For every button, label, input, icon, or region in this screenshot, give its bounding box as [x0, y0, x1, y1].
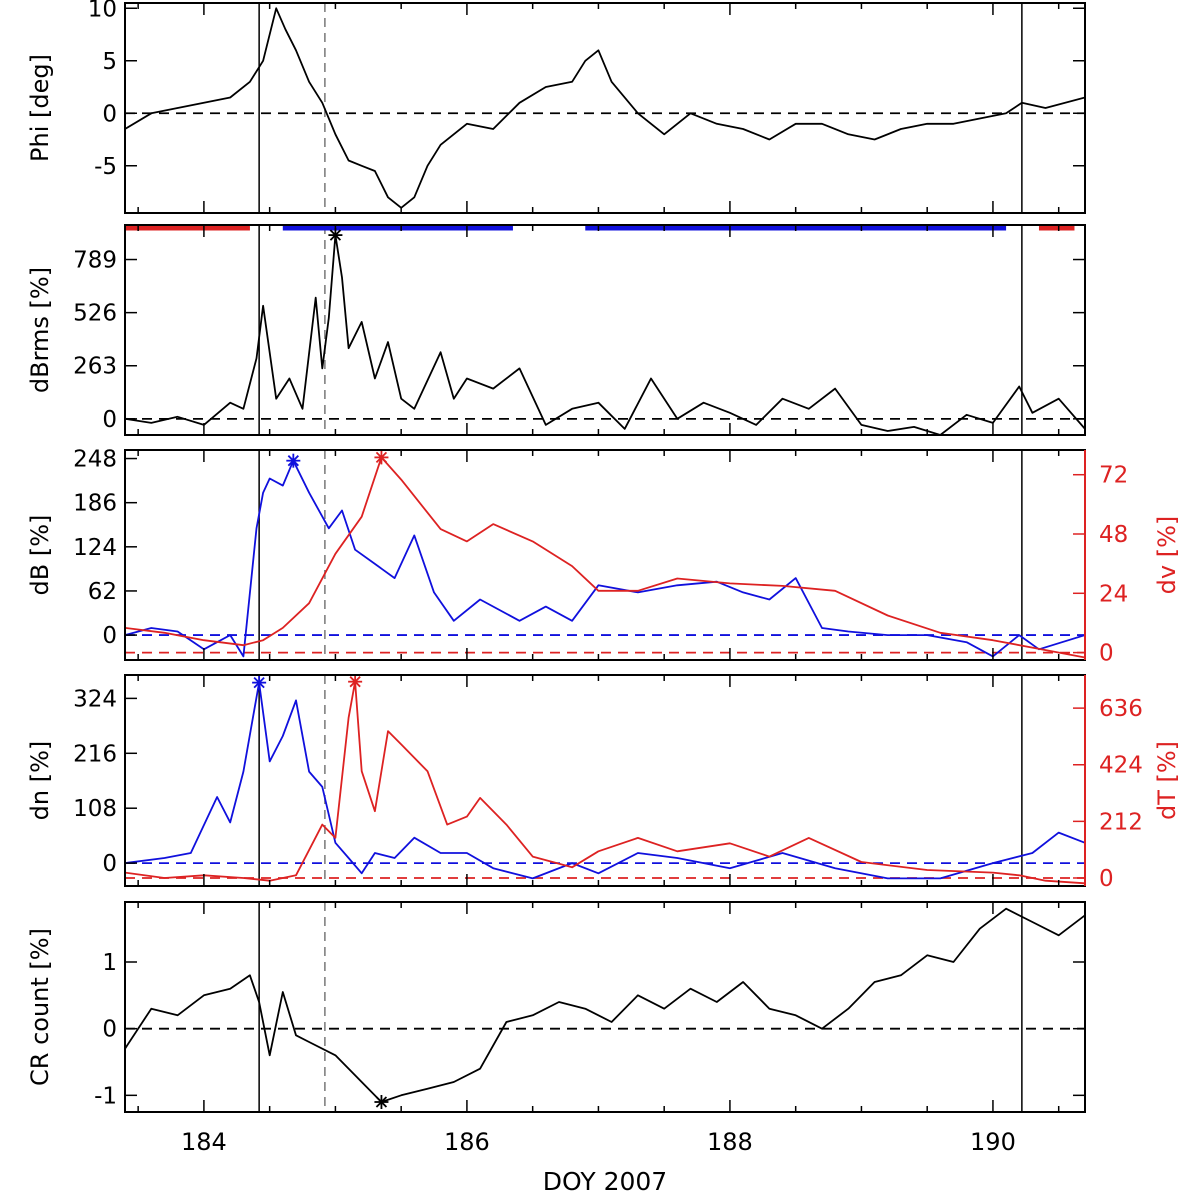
y-tick-label: -1	[94, 1083, 117, 1109]
y-right-tick-label: 212	[1099, 809, 1143, 835]
panel-phi: -5 0 5 10 Phi [deg]	[26, 0, 1086, 214]
x-tick-label: 184	[181, 1128, 227, 1156]
peak-marker	[374, 1095, 389, 1109]
y-axis-label: dB [%]	[26, 515, 54, 596]
y-tick-label: 216	[73, 741, 117, 767]
panel-cr: -1 0 1 CR count [%] 184 186 188 190 DOY 2007	[26, 901, 1086, 1196]
y-tick-label: 789	[73, 248, 117, 274]
series-line	[125, 907, 1085, 1103]
y-tick-label: 62	[88, 579, 117, 605]
series-line	[125, 680, 1085, 885]
y-axis-label: Phi [deg]	[26, 54, 54, 162]
y-tick-label: 5	[102, 49, 117, 75]
panel-db_dv: 0 62 124 186 248 dB [%] 0 24 48 72 dv [%]	[26, 447, 1181, 667]
y-tick-label: 10	[88, 0, 117, 22]
y-tick-label: 108	[73, 796, 117, 822]
x-tick-label: 186	[444, 1128, 490, 1156]
panel-dbrms: 0 263 526 789 dBrms [%]	[26, 224, 1086, 436]
x-axis-label: DOY 2007	[543, 1167, 667, 1196]
panel-frame	[124, 2, 1086, 214]
series-line	[125, 7, 1085, 209]
y-right-tick-label: 24	[1099, 581, 1128, 607]
y-tick-label: 248	[73, 447, 117, 473]
peak-marker	[286, 453, 301, 468]
y-right-tick-label: 0	[1099, 866, 1114, 892]
y-right-tick-label: 48	[1099, 522, 1128, 548]
x-tick-label: 190	[970, 1128, 1016, 1156]
series-line	[125, 681, 1085, 880]
y-tick-label: 0	[102, 101, 117, 127]
y-right-tick-label: 0	[1099, 641, 1114, 667]
peak-marker	[374, 450, 389, 465]
y-tick-label: 0	[102, 851, 117, 877]
y-right-tick-label: 424	[1099, 753, 1143, 779]
y-tick-label: 0	[102, 623, 117, 649]
series-line	[125, 459, 1085, 658]
y-right-axis-label: dv [%]	[1153, 516, 1181, 595]
x-tick-label: 188	[707, 1128, 753, 1156]
y-tick-label: 263	[73, 354, 117, 380]
y-right-tick-label: 636	[1099, 696, 1143, 722]
y-right-tick-label: 72	[1099, 463, 1128, 489]
y-tick-label: 324	[73, 686, 117, 712]
series-line	[125, 234, 1085, 435]
series-line	[125, 456, 1085, 659]
panel-dn_dt: 0 108 216 324 dn [%] 0 212 424 636 dT [%]	[26, 674, 1181, 892]
y-tick-label: 0	[102, 1017, 117, 1043]
y-axis-label: CR count [%]	[26, 928, 54, 1086]
y-tick-label: 526	[73, 301, 117, 327]
y-tick-label: 1	[102, 950, 117, 976]
y-tick-label: -5	[94, 154, 117, 180]
peak-marker	[348, 674, 363, 689]
peak-marker	[252, 675, 267, 690]
y-tick-label: 0	[102, 407, 117, 433]
y-axis-label: dBrms [%]	[26, 267, 54, 393]
y-tick-label: 186	[73, 491, 117, 517]
panel-frame	[124, 901, 1086, 1113]
y-right-axis-label: dT [%]	[1153, 741, 1181, 820]
panel-frame	[124, 224, 1086, 436]
y-tick-label: 124	[73, 535, 117, 561]
panel-frame	[124, 674, 1086, 887]
y-axis-label: dn [%]	[26, 741, 54, 821]
